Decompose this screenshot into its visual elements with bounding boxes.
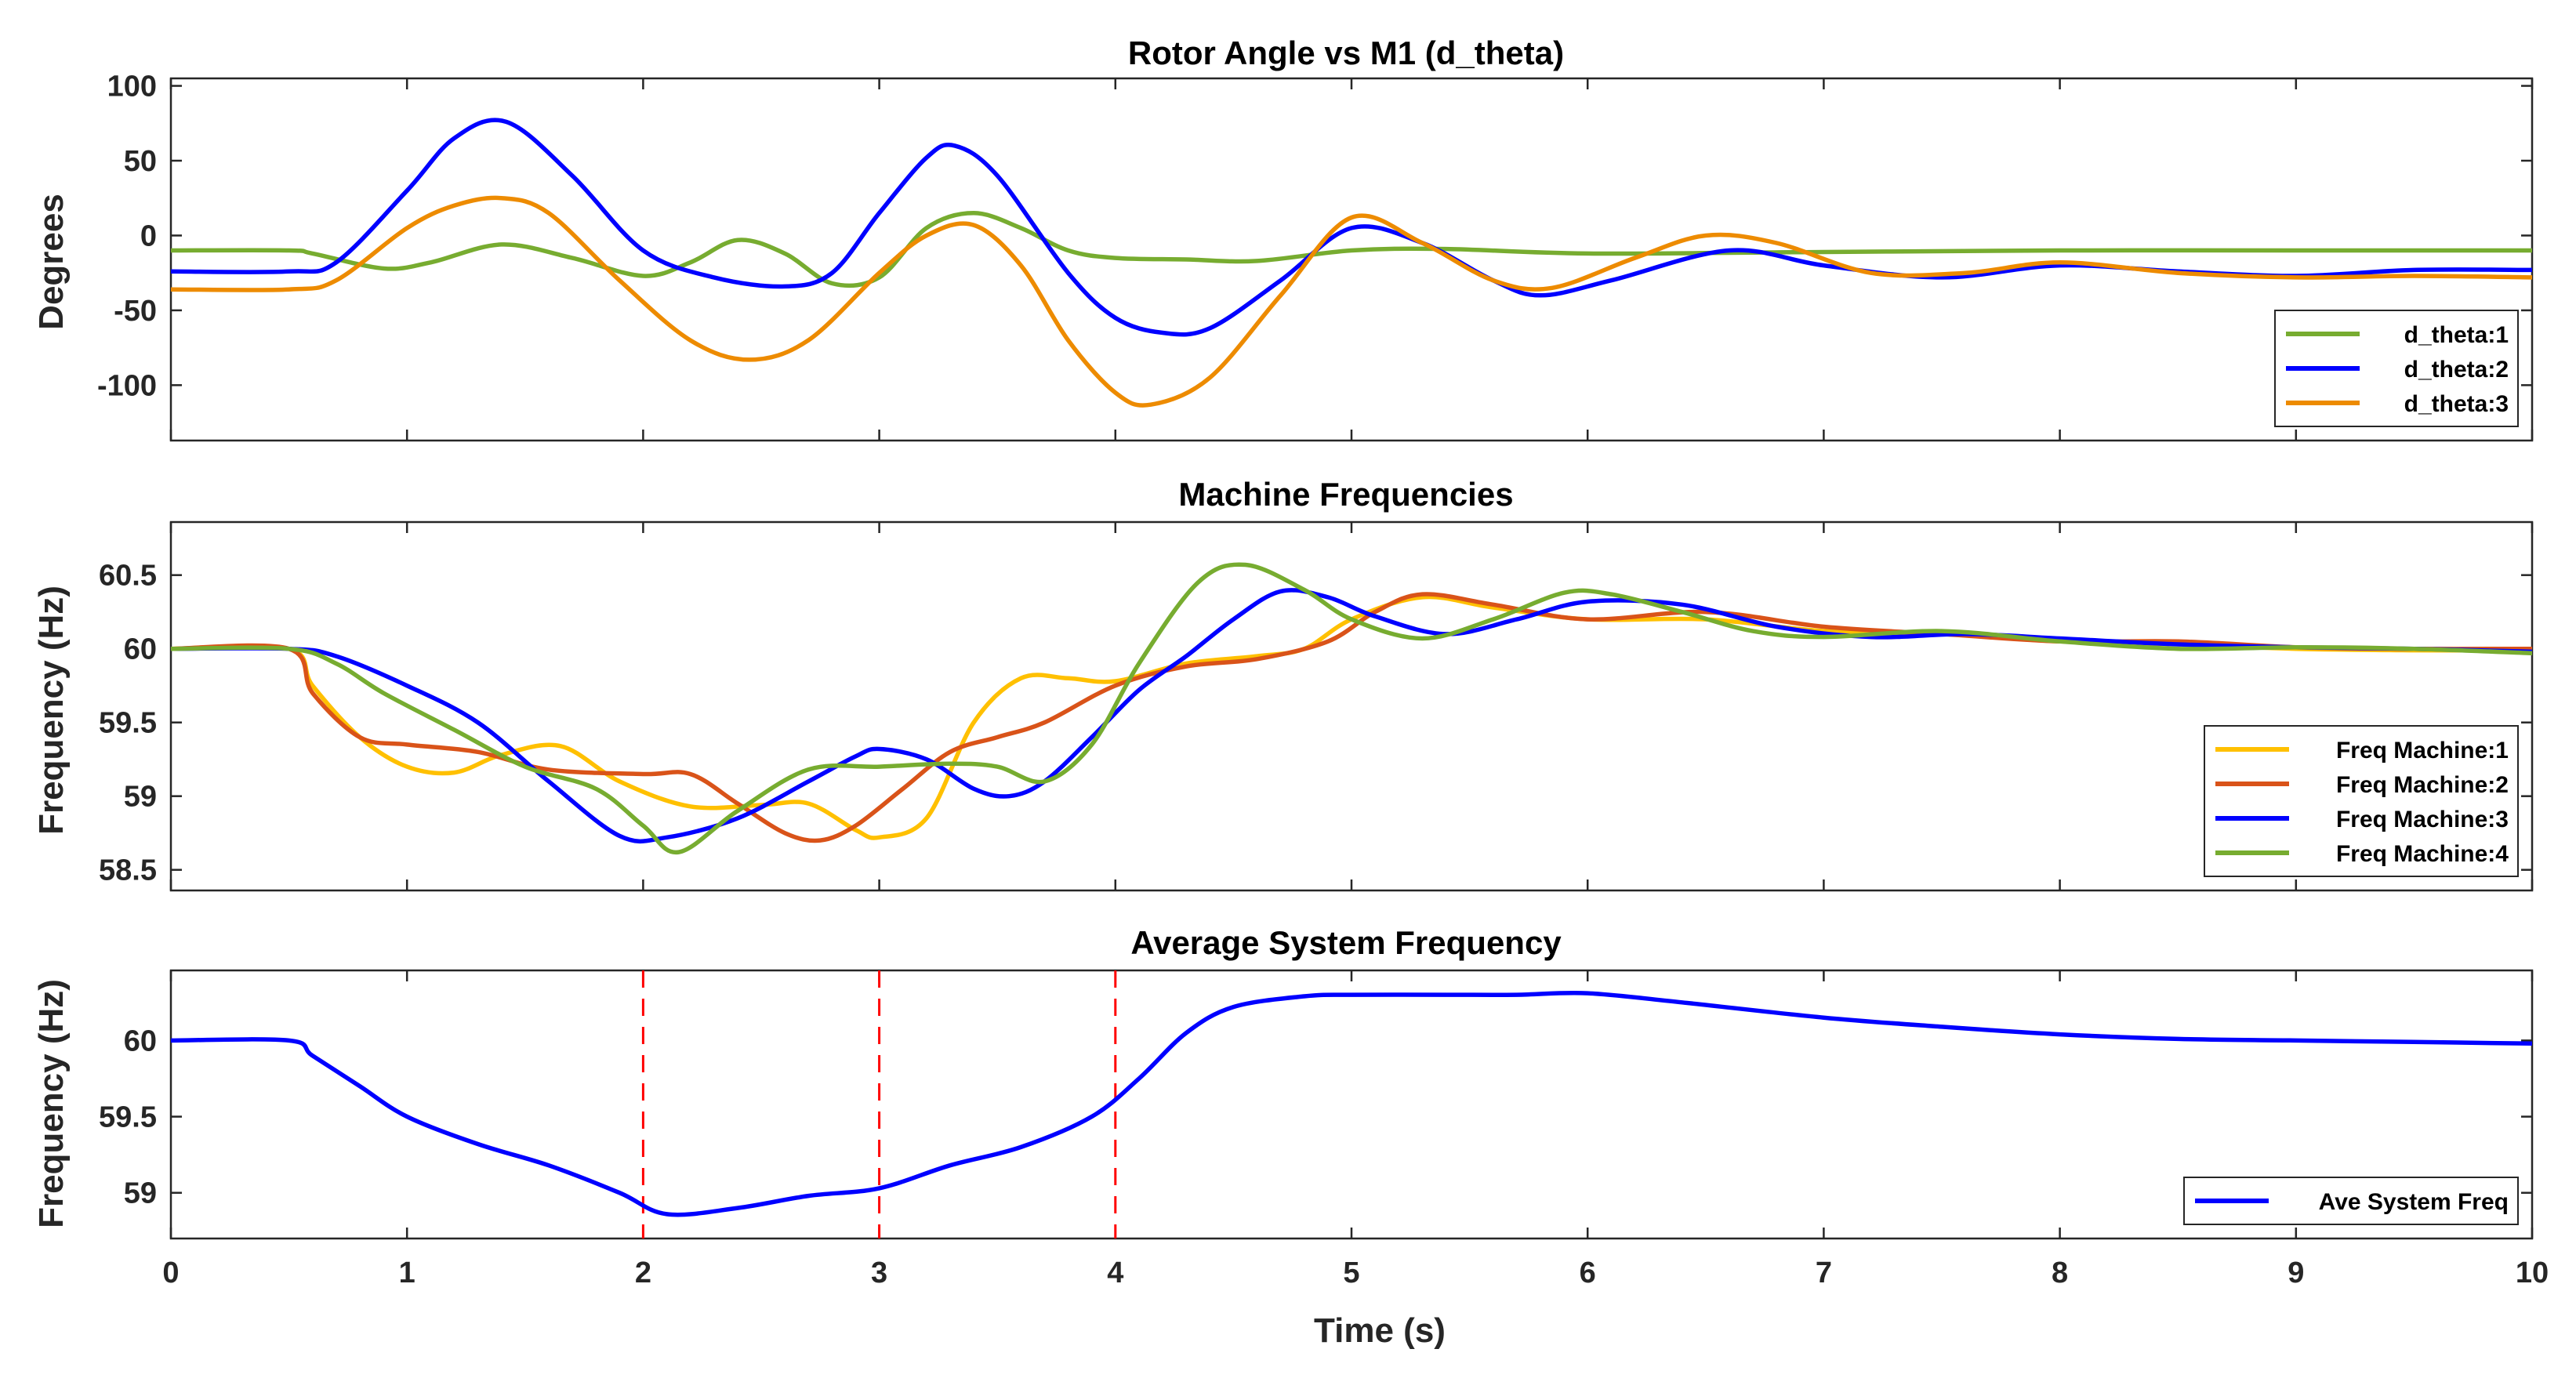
panel-3-xtick-label-7: 7 — [1816, 1257, 1832, 1289]
panel-2-ytick-label-4: 58.5 — [99, 854, 157, 887]
panel-2-ytick-label-0: 60.5 — [99, 560, 157, 593]
panel-2-legend-label-1: Freq Machine:1 — [2336, 738, 2509, 763]
rotor-angle-title: Rotor Angle vs M1 (d_theta) — [1128, 34, 1564, 71]
panel-1-ytick-label-4: -100 — [97, 369, 157, 402]
panel-3-xtick-label-3: 3 — [871, 1257, 887, 1289]
panel-1-ytick-label-3: -50 — [114, 295, 157, 328]
machine-frequencies-panel: Machine Frequencies Frequency (Hz) 60.5 6… — [32, 476, 2534, 892]
panel-3-xtick-label-4: 4 — [1107, 1257, 1123, 1289]
panel-3-xtick-label-2: 2 — [635, 1257, 651, 1289]
panel-1-legend-label-2: d_theta:2 — [2404, 357, 2509, 383]
panel-2-ytick-label-3: 59 — [124, 781, 157, 814]
panel-3-ytick-label-2: 59 — [124, 1177, 157, 1210]
rotor-angle-ylabel: Degrees — [32, 194, 71, 330]
panel-2-legend-label-4: Freq Machine:4 — [2336, 841, 2509, 867]
rotor-angle-panel: Rotor Angle vs M1 (d_theta) Degrees 100 5… — [32, 34, 2534, 442]
panel-2-ytick-label-2: 59.5 — [99, 707, 157, 740]
average-frequency-ylabel: Frequency (Hz) — [32, 979, 71, 1228]
panel-1-legend-label-1: d_theta:1 — [2404, 322, 2509, 348]
panel-1-legend-label-3: d_theta:3 — [2404, 391, 2509, 417]
panel-3-axes-box — [169, 969, 2534, 1240]
average-frequency-title: Average System Frequency — [1130, 924, 1562, 961]
panel-3-xtick-label-8: 8 — [2052, 1257, 2068, 1289]
panel-1-ytick-label-1: 50 — [124, 145, 157, 178]
panel-1-ytick-label-0: 100 — [107, 71, 157, 103]
average-frequency-panel: Average System Frequency Frequency (Hz) … — [32, 924, 2549, 1350]
panel-1-series-line-2 — [171, 118, 2532, 337]
panel-3-xtick-label-5: 5 — [1343, 1257, 1359, 1289]
panel-2-axes-box — [169, 520, 2534, 892]
panel-1-series-line-1 — [171, 211, 2532, 288]
panel-3-xtick-label-0: 0 — [162, 1257, 179, 1289]
panel-2-ytick-label-1: 60 — [124, 633, 157, 666]
panel-3-ytick-label-1: 59.5 — [99, 1101, 157, 1134]
panel-3-legend-label-1: Ave System Freq — [2319, 1189, 2509, 1215]
panel-3-xtick-label-9: 9 — [2288, 1257, 2304, 1289]
machine-frequencies-ylabel: Frequency (Hz) — [32, 586, 71, 835]
panel-2-legend-label-2: Freq Machine:2 — [2336, 772, 2509, 798]
time-xlabel: Time (s) — [1314, 1311, 1446, 1350]
panel-2-legend-label-3: Freq Machine:3 — [2336, 807, 2509, 832]
panel-1-axes-box — [169, 77, 2534, 442]
panel-1-series-line-3 — [171, 195, 2532, 408]
panel-2-series-line-4 — [171, 562, 2532, 854]
panel-3-series-line-1 — [171, 990, 2532, 1217]
panel-3-xtick-label-10: 10 — [2516, 1257, 2549, 1289]
panel-3-xtick-label-1: 1 — [399, 1257, 415, 1289]
panel-3-xtick-label-6: 6 — [1580, 1257, 1596, 1289]
machine-frequencies-title: Machine Frequencies — [1178, 476, 1513, 513]
panel-1-ytick-label-2: 0 — [140, 219, 157, 252]
panel-3-ytick-label-0: 60 — [124, 1025, 157, 1057]
